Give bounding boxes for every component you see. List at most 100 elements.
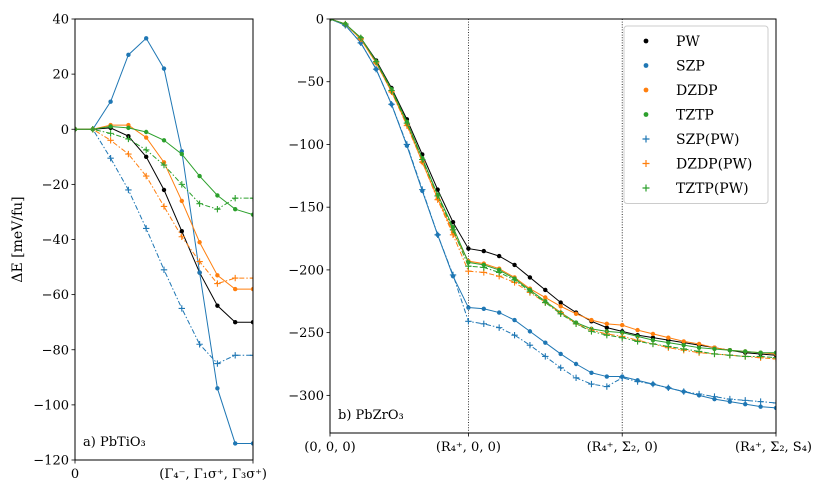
data-point [434,192,441,200]
data-point [197,173,202,179]
data-point [108,124,113,129]
data-point [695,390,703,398]
data-point [757,398,764,405]
data-point [126,125,131,131]
data-point [696,341,702,347]
panel-label: b) PbZrO₃ [338,408,404,423]
series-line [75,128,253,285]
data-point [197,270,202,275]
data-point [635,334,640,339]
y-tick-label: −300 [288,389,324,404]
data-point [466,305,471,310]
data-point [233,206,238,212]
data-point [143,225,150,232]
data-point [125,186,132,194]
data-point [773,350,776,355]
data-point [250,441,253,446]
data-point [695,348,703,355]
data-point [125,135,132,143]
data-point [107,130,114,137]
data-point [743,349,748,354]
data-point [160,266,168,274]
data-point [143,172,150,180]
data-point [196,200,203,207]
data-point [372,58,380,65]
data-point [772,354,776,361]
data-point [196,341,203,348]
data-point [160,203,168,210]
data-point [250,286,253,292]
data-point [178,305,185,312]
data-point [250,212,253,217]
data-point [711,350,718,358]
data-point [542,299,549,306]
data-point [496,253,502,259]
series-line [75,127,253,323]
legend-entry: SZP [676,59,705,75]
data-point [665,384,672,392]
y-tick-label: 20 [52,68,69,83]
data-point [179,229,184,234]
data-point [233,286,238,292]
data-point [75,126,79,133]
legend-marker [642,135,650,143]
data-point [758,350,763,355]
data-point [511,331,518,339]
x-tick-label: (R₄⁺, 0, 0) [436,440,501,455]
legend-entry: SZP(PW) [676,132,739,148]
data-point [666,335,671,340]
y-tick-label: −200 [288,263,324,278]
data-point [681,339,686,344]
series-line [330,19,776,356]
data-point [603,383,611,390]
data-point [543,340,548,345]
y-tick-label: −80 [42,343,69,358]
axes-frame [329,18,777,434]
data-point [215,193,220,198]
data-point [542,353,549,360]
data-point [543,287,548,293]
data-point [178,233,185,240]
series-szp [330,19,776,411]
data-point [573,361,579,367]
data-point [681,342,686,348]
series-tztppw [330,19,776,361]
y-tick-label: −100 [288,138,324,153]
data-point [480,264,487,271]
data-point [481,248,486,254]
data-point [179,151,184,157]
data-point [233,441,238,446]
data-point [527,329,533,334]
y-tick-label: 40 [52,13,69,28]
data-point [435,187,440,192]
data-point [250,319,253,325]
data-point [743,401,748,407]
data-point [143,146,150,154]
data-point [711,393,718,400]
legend-entry: TZTP(PW) [676,181,749,197]
data-point [619,374,626,381]
y-tick-label: −20 [42,178,69,193]
data-point [696,345,702,350]
data-point [680,345,687,353]
data-point [496,310,502,315]
data-point [588,328,595,335]
data-point [573,311,579,317]
series-line [330,19,776,354]
legend-entry: DZDP(PW) [676,157,752,173]
data-point [161,187,167,193]
data-point [249,194,253,202]
data-point [512,317,517,323]
data-point [665,343,672,350]
data-point [357,34,364,42]
data-point [372,65,380,73]
data-point [449,226,457,233]
series-line [330,19,776,404]
panel-label: a) PbTiO₃ [83,435,146,450]
data-point [249,274,253,282]
data-point [179,198,184,204]
data-point [726,352,734,359]
y-tick-label: −100 [33,398,69,413]
